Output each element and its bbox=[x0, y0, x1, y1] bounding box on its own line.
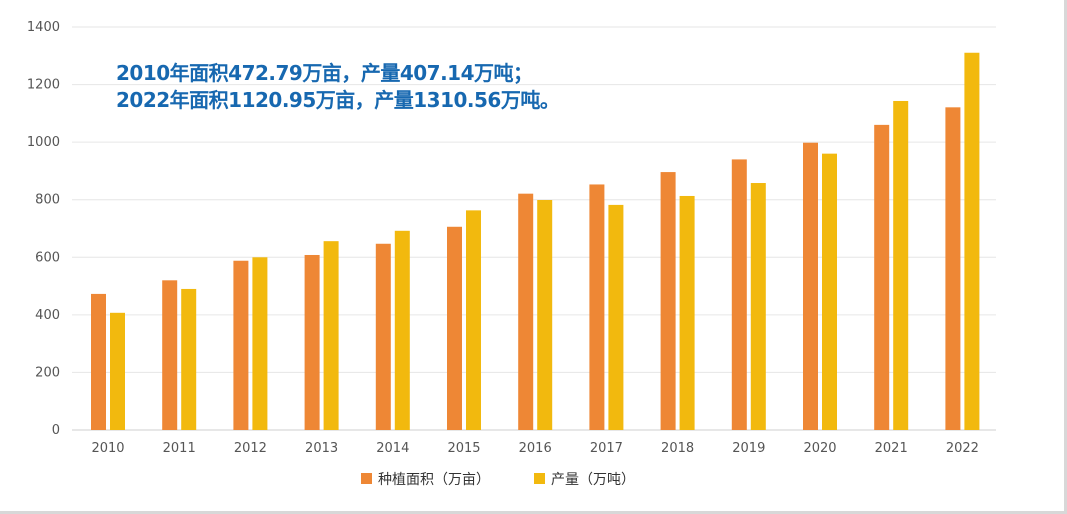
bar-production bbox=[679, 195, 695, 430]
annotation-line-1: 2010年面积472.79万亩，产量407.14万吨； bbox=[116, 61, 533, 85]
chart-annotation: 2010年面积472.79万亩，产量407.14万吨； 2022年面积1120.… bbox=[116, 60, 560, 114]
x-tick-label: 2019 bbox=[732, 441, 765, 456]
legend-label: 种植面积（万亩） bbox=[378, 471, 490, 488]
bar-planting-area bbox=[447, 226, 462, 430]
bar-planting-area bbox=[304, 254, 320, 430]
y-tick-label: 1400 bbox=[27, 20, 60, 35]
legend-swatch bbox=[361, 473, 372, 484]
x-tick-label: 2010 bbox=[91, 441, 124, 456]
annotation-line-2: 2022年面积1120.95万亩，产量1310.56万吨。 bbox=[116, 88, 560, 112]
x-tick-label: 2017 bbox=[590, 441, 623, 456]
frame-border-bottom bbox=[0, 511, 1067, 514]
bar-planting-area bbox=[660, 172, 676, 430]
bar-planting-area bbox=[233, 260, 249, 430]
y-tick-label: 0 bbox=[52, 423, 60, 438]
bar-production bbox=[893, 100, 909, 431]
y-tick-label: 200 bbox=[35, 365, 60, 380]
y-tick-label: 400 bbox=[35, 308, 60, 323]
x-tick-label: 2021 bbox=[875, 441, 908, 456]
bar-production bbox=[964, 52, 980, 430]
bar-planting-area bbox=[803, 142, 818, 430]
y-tick-label: 1000 bbox=[27, 135, 60, 150]
bar-planting-area bbox=[731, 159, 747, 430]
bar-planting-area bbox=[375, 243, 391, 430]
x-tick-label: 2015 bbox=[447, 441, 480, 456]
bar-production bbox=[466, 210, 481, 430]
y-tick-label: 800 bbox=[35, 193, 60, 208]
x-axis-ticks: 2010 2011 2012 2013 2014 2015 2016 2017 2018 2019… bbox=[91, 441, 978, 456]
bar-production bbox=[394, 230, 410, 430]
y-tick-label: 1200 bbox=[27, 78, 60, 93]
legend-label: 产量（万吨） bbox=[551, 472, 635, 488]
x-tick-label: 2014 bbox=[376, 441, 409, 456]
x-tick-label: 2013 bbox=[305, 441, 338, 456]
x-tick-label: 2016 bbox=[519, 441, 552, 456]
bar-production bbox=[181, 288, 197, 430]
bar-production bbox=[822, 153, 837, 430]
bar-planting-area bbox=[874, 124, 890, 430]
x-tick-label: 2022 bbox=[946, 441, 979, 456]
x-tick-label: 2020 bbox=[803, 441, 836, 456]
bar-production bbox=[323, 241, 339, 430]
bar-planting-area bbox=[518, 193, 534, 430]
legend: 种植面积（万亩） 产量（万吨） bbox=[361, 471, 635, 488]
bar-production bbox=[252, 257, 268, 430]
legend-swatch bbox=[534, 473, 545, 484]
bar-production bbox=[537, 200, 553, 430]
y-axis-ticks: 0 200 400 600 800 1000 1200 1400 bbox=[27, 20, 60, 438]
x-tick-label: 2012 bbox=[234, 441, 267, 456]
bar-production bbox=[750, 183, 766, 430]
bar-planting-area bbox=[91, 293, 106, 430]
frame-border-right bbox=[1064, 0, 1067, 514]
bar-production bbox=[608, 204, 624, 430]
x-tick-label: 2018 bbox=[661, 441, 694, 456]
bar-planting-area bbox=[945, 107, 961, 430]
bar-planting-area bbox=[162, 280, 178, 430]
bars bbox=[91, 52, 980, 431]
x-tick-label: 2011 bbox=[163, 441, 196, 456]
bar-production bbox=[110, 312, 125, 430]
y-tick-label: 600 bbox=[35, 250, 60, 265]
gridlines bbox=[72, 26, 996, 431]
bar-planting-area bbox=[589, 184, 605, 430]
